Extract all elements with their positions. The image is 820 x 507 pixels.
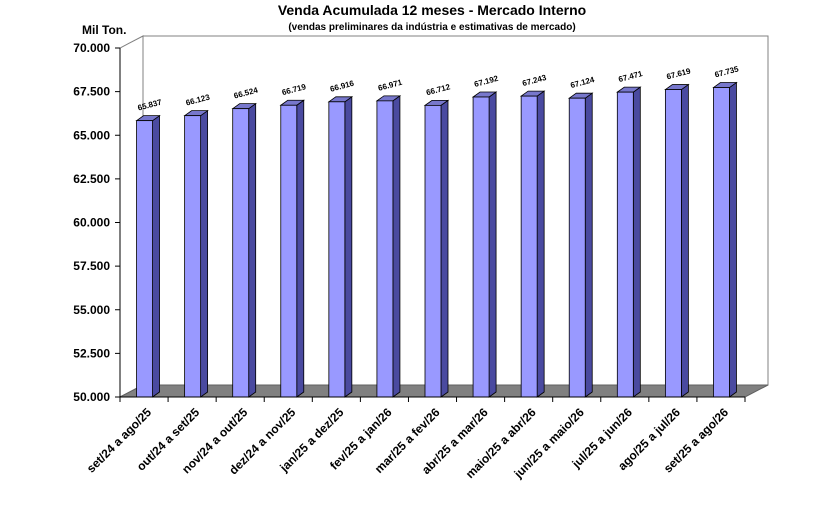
bar-side xyxy=(680,83,689,398)
bar xyxy=(327,96,354,398)
bar xyxy=(279,99,306,398)
chart-subtitle: (vendas preliminares da indústria e esti… xyxy=(288,22,575,33)
bar-front xyxy=(664,89,682,398)
bar-side xyxy=(248,102,257,398)
bar-side xyxy=(152,114,160,398)
y-tick-label: 70.000 xyxy=(73,41,110,55)
bar xyxy=(664,83,690,398)
y-tick-label: 65.000 xyxy=(73,128,110,142)
bar-side xyxy=(296,99,305,398)
bar-side xyxy=(440,99,449,398)
bar-front xyxy=(136,120,153,398)
bar-side xyxy=(729,81,737,398)
bar-front xyxy=(328,101,346,398)
bar xyxy=(183,109,209,398)
y-tick-label: 50.000 xyxy=(73,390,110,404)
bar-side xyxy=(392,95,401,398)
bar-front xyxy=(280,104,298,398)
y-tick-label: 67.500 xyxy=(73,85,110,99)
bar xyxy=(375,95,402,398)
bar-front xyxy=(616,91,634,398)
bar-side xyxy=(488,91,497,398)
bar-side xyxy=(344,96,353,398)
y-axis: 50.000 52.500 55.000 57.500 60.000 62.500 65.0… xyxy=(73,41,121,404)
bar-front xyxy=(568,97,586,398)
bar xyxy=(471,91,498,398)
bar xyxy=(423,99,450,398)
y-tick-label: 57.500 xyxy=(73,259,110,273)
bar-side xyxy=(536,90,545,398)
bar-side xyxy=(200,109,209,398)
bar-front xyxy=(376,100,394,398)
bar xyxy=(135,114,161,398)
bar-front xyxy=(232,108,250,398)
bar xyxy=(231,102,257,398)
bar-front xyxy=(472,96,490,398)
bar xyxy=(712,81,738,398)
y-tick-label: 62.500 xyxy=(73,172,110,186)
y-tick-label: 52.500 xyxy=(73,346,110,360)
bar-front xyxy=(713,87,730,398)
bar xyxy=(567,92,594,398)
y-tick-label: 55.000 xyxy=(73,303,110,317)
y-tick-label: 60.000 xyxy=(73,216,110,230)
bar-front xyxy=(184,115,202,398)
bar-side xyxy=(584,92,593,398)
bar xyxy=(519,90,546,398)
bar-front xyxy=(520,95,538,398)
y-axis-label: Mil Ton. xyxy=(82,23,126,37)
bar-front xyxy=(424,104,442,398)
chart-title: Venda Acumulada 12 meses - Mercado Inter… xyxy=(278,2,586,18)
bar xyxy=(616,86,642,398)
bar-side xyxy=(632,86,641,398)
